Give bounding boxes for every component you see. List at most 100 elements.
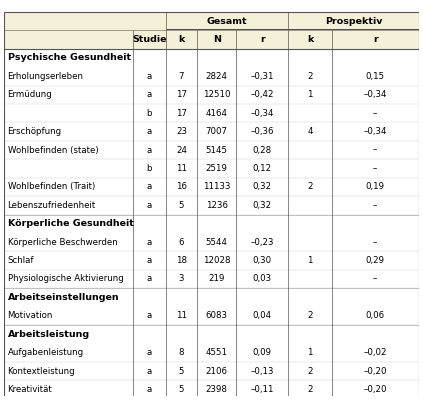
Text: 2824: 2824 bbox=[206, 72, 228, 81]
Text: 4164: 4164 bbox=[206, 109, 228, 118]
Text: 0,04: 0,04 bbox=[253, 311, 272, 320]
Text: Psychische Gesundheit: Psychische Gesundheit bbox=[8, 54, 131, 62]
Text: Kontextleistung: Kontextleistung bbox=[8, 367, 75, 376]
Text: 2: 2 bbox=[307, 311, 313, 320]
Text: 11133: 11133 bbox=[203, 182, 231, 191]
Text: a: a bbox=[147, 182, 152, 191]
Text: 219: 219 bbox=[209, 274, 225, 284]
Text: 11: 11 bbox=[176, 164, 187, 173]
Text: r: r bbox=[260, 35, 265, 44]
Text: a: a bbox=[147, 274, 152, 284]
Text: a: a bbox=[147, 385, 152, 394]
Text: Wohlbefinden (state): Wohlbefinden (state) bbox=[8, 146, 98, 154]
Text: a: a bbox=[147, 311, 152, 320]
Text: 6083: 6083 bbox=[206, 311, 228, 320]
Text: 0,12: 0,12 bbox=[253, 164, 272, 173]
Text: Aufgabenleistung: Aufgabenleistung bbox=[8, 348, 84, 357]
Text: 0,15: 0,15 bbox=[365, 72, 385, 81]
Text: 0,30: 0,30 bbox=[253, 256, 272, 265]
Text: a: a bbox=[147, 90, 152, 99]
Text: Erholungserleben: Erholungserleben bbox=[8, 72, 84, 81]
Text: –: – bbox=[373, 164, 377, 173]
Text: Lebenszufriedenheit: Lebenszufriedenheit bbox=[8, 201, 96, 210]
Text: 5: 5 bbox=[179, 367, 184, 376]
Text: 2106: 2106 bbox=[206, 367, 228, 376]
Text: –0,42: –0,42 bbox=[250, 90, 274, 99]
Text: 5: 5 bbox=[179, 385, 184, 394]
Text: 17: 17 bbox=[176, 109, 187, 118]
Text: –0,34: –0,34 bbox=[363, 127, 387, 136]
Text: Ermüdung: Ermüdung bbox=[8, 90, 52, 99]
Text: a: a bbox=[147, 146, 152, 154]
Text: 5544: 5544 bbox=[206, 238, 228, 247]
Text: Studie: Studie bbox=[132, 35, 167, 44]
Text: 18: 18 bbox=[176, 256, 187, 265]
Text: 2398: 2398 bbox=[206, 385, 228, 394]
Text: 0,29: 0,29 bbox=[366, 256, 385, 265]
Text: N: N bbox=[213, 35, 221, 44]
Text: 6: 6 bbox=[179, 238, 184, 247]
Text: 16: 16 bbox=[176, 182, 187, 191]
Text: –: – bbox=[373, 146, 377, 154]
Text: 12510: 12510 bbox=[203, 90, 231, 99]
Text: Erschöpfung: Erschöpfung bbox=[8, 127, 62, 136]
Text: 7007: 7007 bbox=[206, 127, 228, 136]
Text: a: a bbox=[147, 127, 152, 136]
Text: 24: 24 bbox=[176, 146, 187, 154]
Text: 0,19: 0,19 bbox=[366, 182, 385, 191]
Text: 7: 7 bbox=[179, 72, 184, 81]
Bar bbox=[4, 49, 419, 399]
Text: 0,06: 0,06 bbox=[365, 311, 385, 320]
Text: 4: 4 bbox=[307, 127, 313, 136]
Text: Gesamt: Gesamt bbox=[207, 16, 247, 26]
Text: Motivation: Motivation bbox=[8, 311, 53, 320]
Text: 2519: 2519 bbox=[206, 164, 228, 173]
Text: –0,34: –0,34 bbox=[250, 109, 274, 118]
Text: 23: 23 bbox=[176, 127, 187, 136]
Text: –0,31: –0,31 bbox=[250, 72, 274, 81]
Text: –0,20: –0,20 bbox=[363, 367, 387, 376]
Text: 8: 8 bbox=[179, 348, 184, 357]
Text: k: k bbox=[307, 35, 313, 44]
Text: a: a bbox=[147, 72, 152, 81]
Text: 3: 3 bbox=[179, 274, 184, 284]
Text: 5145: 5145 bbox=[206, 146, 228, 154]
Text: b: b bbox=[146, 164, 152, 173]
Text: –: – bbox=[373, 109, 377, 118]
Text: Physiologische Aktivierung: Physiologische Aktivierung bbox=[8, 274, 123, 284]
Text: a: a bbox=[147, 367, 152, 376]
Text: r: r bbox=[373, 35, 378, 44]
Text: a: a bbox=[147, 238, 152, 247]
Text: b: b bbox=[146, 109, 152, 118]
Text: 0,03: 0,03 bbox=[253, 274, 272, 284]
Text: a: a bbox=[147, 348, 152, 357]
Text: –0,13: –0,13 bbox=[250, 367, 274, 376]
Text: –0,34: –0,34 bbox=[363, 90, 387, 99]
Text: 1: 1 bbox=[307, 256, 313, 265]
Text: 2: 2 bbox=[307, 367, 313, 376]
Text: k: k bbox=[178, 35, 184, 44]
Text: 2: 2 bbox=[307, 385, 313, 394]
Text: –: – bbox=[373, 274, 377, 284]
Text: Körperliche Gesundheit: Körperliche Gesundheit bbox=[8, 219, 133, 228]
Text: 2: 2 bbox=[307, 72, 313, 81]
Text: –0,20: –0,20 bbox=[363, 385, 387, 394]
Text: a: a bbox=[147, 256, 152, 265]
Text: –0,02: –0,02 bbox=[363, 348, 387, 357]
Text: –: – bbox=[373, 238, 377, 247]
Text: –0,11: –0,11 bbox=[250, 385, 274, 394]
Text: Körperliche Beschwerden: Körperliche Beschwerden bbox=[8, 238, 117, 247]
Text: a: a bbox=[147, 201, 152, 210]
Text: Wohlbefinden (Trait): Wohlbefinden (Trait) bbox=[8, 182, 95, 191]
Text: 5: 5 bbox=[179, 201, 184, 210]
Text: Arbeitsleistung: Arbeitsleistung bbox=[8, 330, 90, 339]
Text: Arbeitseinstellungen: Arbeitseinstellungen bbox=[8, 293, 119, 302]
Bar bbox=[4, 12, 419, 49]
Text: –0,23: –0,23 bbox=[250, 238, 274, 247]
Text: Kreativität: Kreativität bbox=[8, 385, 52, 394]
Text: 1: 1 bbox=[307, 90, 313, 99]
Text: –: – bbox=[373, 201, 377, 210]
Text: –0,36: –0,36 bbox=[250, 127, 274, 136]
Text: 17: 17 bbox=[176, 90, 187, 99]
Text: Schlaf: Schlaf bbox=[8, 256, 34, 265]
